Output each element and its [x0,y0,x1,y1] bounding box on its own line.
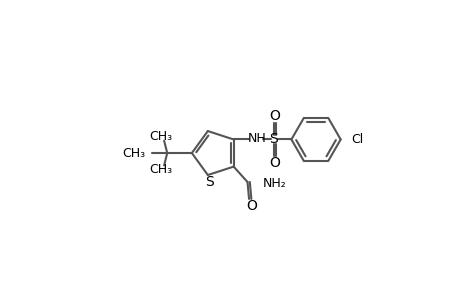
Text: NH: NH [247,132,266,145]
Text: O: O [269,156,279,170]
Text: S: S [205,175,213,189]
Text: CH₃: CH₃ [149,164,172,176]
Text: CH₃: CH₃ [122,146,146,160]
Text: Cl: Cl [351,133,363,146]
Text: O: O [246,199,257,213]
Text: O: O [269,109,279,123]
Text: CH₃: CH₃ [149,130,172,142]
Text: S: S [269,133,277,146]
Text: NH₂: NH₂ [263,177,286,190]
